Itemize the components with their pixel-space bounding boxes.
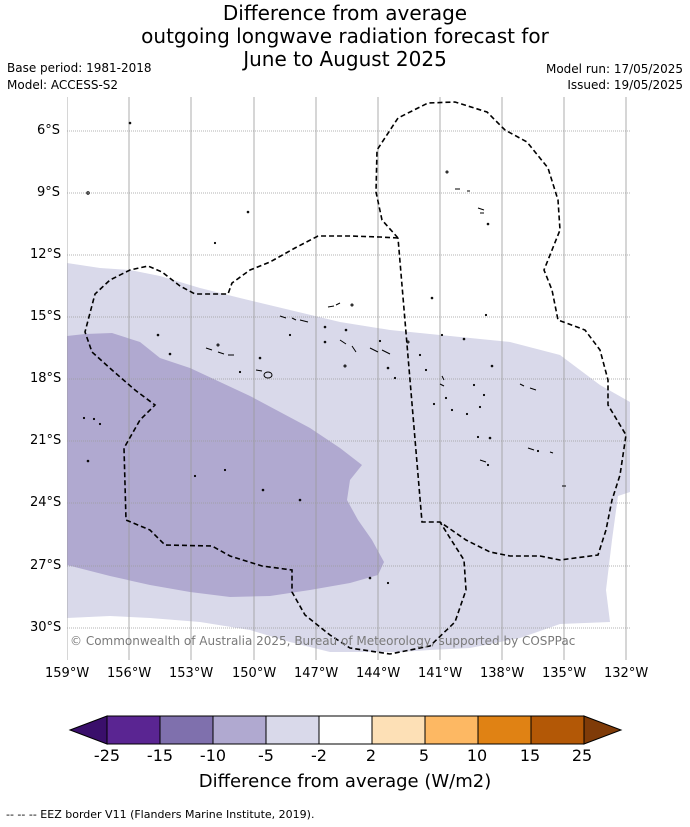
colorbar-segment [212,715,267,745]
lat-label: 15°S [30,309,62,324]
lon-label: 138°W [480,666,525,681]
eez-legend-footer: -- -- -- EEZ border V11 (Flanders Marine… [6,808,315,821]
colorbar-extend-high [583,715,623,745]
colorbar-tick-label: -5 [258,746,274,765]
colorbar-segment [265,715,320,745]
colorbar-tick-label: -2 [311,746,327,765]
anomaly-medium-region [67,333,384,597]
lon-label: 156°W [107,666,152,681]
lat-label: 18°S [30,371,62,386]
title-line-2: outgoing longwave radiation forecast for [141,24,549,48]
lat-label: 24°S [30,495,62,510]
colorbar-tick-label: -25 [93,746,121,765]
copyright-notice: © Commonwealth of Australia 2025, Bureau… [70,634,576,648]
lon-label: 135°W [542,666,587,681]
colorbar-segment [424,715,479,745]
colorbar-tick-label: -15 [146,746,174,765]
colorbar-segment [530,715,585,745]
lon-label: 141°W [418,666,463,681]
colorbar-extend-low [68,715,108,745]
eez-border-northeast [375,101,627,561]
lon-label: 153°W [169,666,214,681]
colorbar [68,715,623,745]
colorbar-tick-label: 5 [418,746,430,765]
title-line-3: June to August 2025 [243,47,447,71]
eez-border-central [84,235,467,655]
lat-label: 21°S [30,433,62,448]
base-period-label: Base period: 1981-2018 [7,61,152,75]
model-run-label: Model run: 17/05/2025 [545,62,683,76]
eez-borders [84,101,627,655]
lat-label: 27°S [30,558,62,573]
lon-label: 147°W [294,666,339,681]
map-area [67,97,630,660]
colorbar-segment [371,715,426,745]
lat-label: 12°S [30,247,62,262]
lat-label: 30°S [30,620,62,635]
colorbar-tick-label: 2 [365,746,377,765]
title-line-1: Difference from average [222,1,468,25]
islands [82,121,566,585]
lat-label: 6°S [37,123,61,138]
model-label: Model: ACCESS-S2 [7,78,119,92]
colorbar-tick-label: 25 [571,746,593,765]
colorbar-tick-label: -10 [199,746,227,765]
graticule [67,97,630,660]
colorbar-segment [477,715,532,745]
colorbar-segment [318,715,373,745]
lon-label: 132°W [604,666,649,681]
lon-label: 150°W [232,666,277,681]
issued-label: Issued: 19/05/2025 [567,78,683,92]
colorbar-title: Difference from average (W/m2) [198,771,492,792]
colorbar-segment [106,715,161,745]
colorbar-tick-label: 10 [466,746,488,765]
lon-label: 144°W [356,666,401,681]
colorbar-segment [159,715,214,745]
colorbar-tick-label: 15 [519,746,541,765]
lon-label: 159°W [45,666,90,681]
lat-label: 9°S [37,185,61,200]
